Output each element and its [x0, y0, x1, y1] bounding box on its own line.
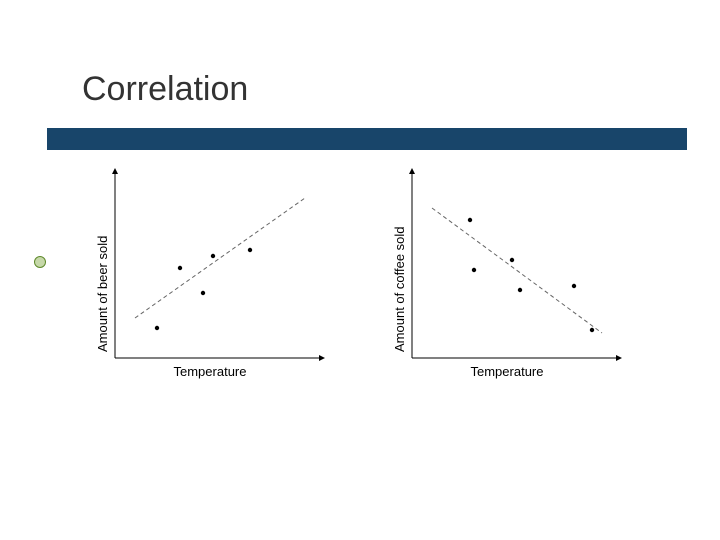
chart-beer: Amount of beer sold Temperature — [95, 168, 325, 408]
chart-coffee: Amount of coffee sold Temperature — [392, 168, 622, 408]
data-point — [155, 326, 159, 330]
chart-coffee-svg: Amount of coffee sold — [392, 168, 622, 378]
data-point — [201, 291, 205, 295]
data-point — [472, 268, 476, 272]
data-point — [178, 266, 182, 270]
y-axis-label: Amount of coffee sold — [392, 226, 407, 352]
data-point — [572, 284, 576, 288]
slide-title: Correlation — [82, 70, 248, 109]
chart-beer-svg: Amount of beer sold — [95, 168, 325, 378]
chart-beer-xlabel: Temperature — [95, 364, 325, 379]
data-point — [510, 258, 514, 262]
data-point — [248, 248, 252, 252]
bullet-icon — [34, 256, 46, 268]
title-bar — [47, 128, 687, 150]
slide: Correlation Amount of beer sold Temperat… — [0, 0, 720, 540]
data-point — [590, 328, 594, 332]
data-point — [518, 288, 522, 292]
data-point — [468, 218, 472, 222]
data-point — [211, 254, 215, 258]
slide-title-text: Correlation — [82, 70, 248, 108]
y-axis-label: Amount of beer sold — [95, 236, 110, 352]
chart-coffee-xlabel: Temperature — [392, 364, 622, 379]
